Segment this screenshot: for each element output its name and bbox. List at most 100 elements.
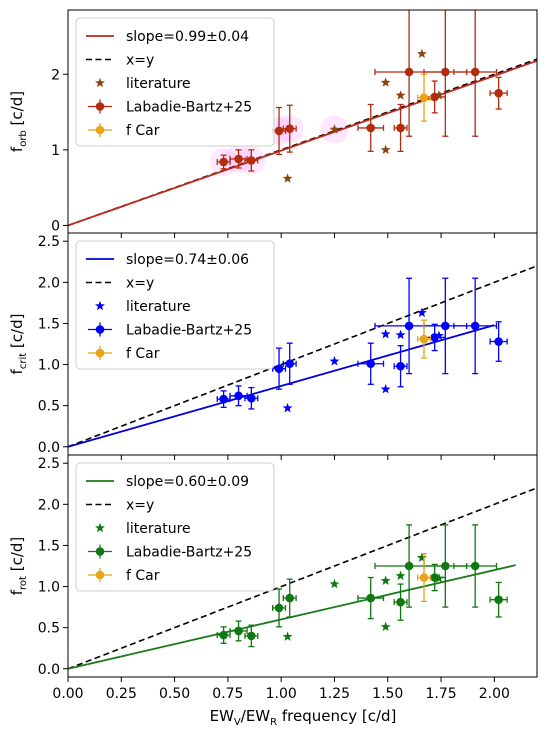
y-label-main: f [8, 146, 26, 152]
x-tick-label: 1.75 [425, 686, 456, 702]
labadie-point [274, 126, 284, 136]
legend-literature-swatch [95, 77, 105, 88]
y-label-unit: [c/d] [8, 91, 26, 130]
labadie-point [366, 593, 376, 603]
labadie-point [285, 124, 295, 133]
labadie-point [470, 67, 480, 77]
legend-label: Labadie-Bartz+25 [126, 100, 252, 116]
literature-point [329, 356, 340, 366]
labadie-point [247, 156, 256, 165]
labadie-point [274, 364, 284, 373]
legend-labadie-swatch [95, 547, 105, 556]
legend-box [75, 17, 275, 147]
legend-label: f Car [126, 346, 160, 362]
legend-label: f Car [126, 568, 160, 584]
legend-label: literature [126, 521, 191, 537]
x-tick-label: 1.00 [266, 686, 297, 702]
legend-label: f Car [126, 123, 160, 139]
identity-line [68, 487, 537, 670]
literature-point [380, 77, 391, 87]
legend-label: Labadie-Bartz+25 [126, 323, 252, 339]
y-tick-label: 0.5 [38, 621, 60, 637]
y-label-sub: rot [18, 576, 29, 590]
y-axis-label: forb [c/d] [8, 91, 29, 152]
literature-point [395, 329, 406, 340]
literature-point [416, 307, 427, 317]
labadie-point [430, 333, 439, 342]
labadie-point [219, 157, 228, 167]
labadie-point [234, 626, 243, 636]
identity-line [68, 265, 537, 448]
x-tick-label: 1.50 [372, 686, 403, 702]
literature-point [380, 621, 391, 632]
labadie-point [396, 123, 405, 133]
labadie-point [219, 630, 228, 640]
legend-literature-swatch [95, 522, 105, 533]
labadie-point [441, 67, 450, 77]
fit-line [68, 324, 495, 448]
labadie-point [247, 393, 256, 403]
labadie-point [430, 573, 439, 582]
literature-point [380, 575, 391, 586]
x-axis-label: EWV/EWR frequency [c/d] [210, 707, 397, 728]
literature-point [395, 90, 406, 100]
x-tick-label: 0.00 [52, 686, 83, 702]
y-label-main: f [8, 368, 26, 374]
legend-box [75, 462, 275, 592]
x-tick-label: 0.25 [106, 686, 137, 702]
legend-literature-swatch [95, 300, 105, 311]
literature-point [395, 570, 406, 581]
literature-point [282, 173, 293, 183]
labadie-point [366, 359, 376, 369]
literature-point [282, 402, 293, 413]
fcar-point [419, 334, 429, 344]
literature-point [433, 330, 444, 340]
y-label-sub: orb [18, 130, 29, 147]
legend-labadie-swatch [95, 102, 105, 111]
labadie-point [494, 88, 503, 98]
literature-point [380, 384, 391, 394]
y-tick-label: 2 [51, 67, 60, 83]
legend-label: literature [126, 76, 191, 92]
labadie-point [285, 593, 295, 603]
y-tick-label: 2.0 [38, 497, 60, 513]
legend-label: slope=0.99±0.04 [126, 29, 249, 45]
panel-crit: 0.0 0.5 1.0 1.5 2.0 2.5 fcrit [c/d] slope=0.74±… [8, 232, 538, 460]
labadie-point [234, 154, 243, 164]
y-tick-label: 0 [51, 218, 60, 234]
literature-point [329, 578, 340, 589]
legend-fcar-swatch [95, 570, 105, 580]
labadie-point [247, 631, 256, 641]
y-tick-label: 1.5 [38, 538, 60, 554]
panel-rot: 0.0 0.5 1.0 1.5 2.0 2.5 0.00 0.25 0.50 0.75 1.00 1.… [8, 454, 538, 702]
literature-point [416, 48, 427, 59]
y-tick-label: 1.0 [38, 358, 60, 374]
labadie-point [404, 561, 414, 571]
y-label-unit: [c/d] [8, 537, 26, 576]
labadie-point [396, 361, 405, 371]
legend-label: literature [126, 299, 191, 315]
legend-box [75, 240, 275, 370]
labadie-point [441, 561, 450, 571]
labadie-point [470, 561, 480, 571]
literature-point [380, 144, 391, 155]
labadie-point [366, 123, 376, 133]
y-tick-label: 0.0 [38, 440, 60, 456]
labadie-point [470, 321, 480, 331]
x-tick-label: 0.50 [159, 686, 190, 702]
labadie-point [494, 337, 503, 346]
y-tick-label: 2.5 [38, 456, 60, 472]
labadie-point [285, 359, 295, 369]
axes-frame [67, 454, 538, 678]
legend-label: x=y [126, 498, 154, 514]
y-tick-label: 2.5 [38, 234, 60, 250]
labadie-point [404, 321, 414, 331]
legend-label: Labadie-Bartz+25 [126, 545, 252, 561]
y-axis-label: frot [c/d] [8, 537, 29, 596]
literature-point [329, 124, 340, 134]
y-tick-label: 1.0 [38, 580, 60, 596]
plot-area [68, 265, 537, 448]
panel-orb: 0 1 2 forb [c/d] slope=0.99±0.04 x=y literatur… [8, 9, 538, 238]
labadie-point [219, 394, 228, 404]
y-tick-label: 1.5 [38, 316, 60, 332]
